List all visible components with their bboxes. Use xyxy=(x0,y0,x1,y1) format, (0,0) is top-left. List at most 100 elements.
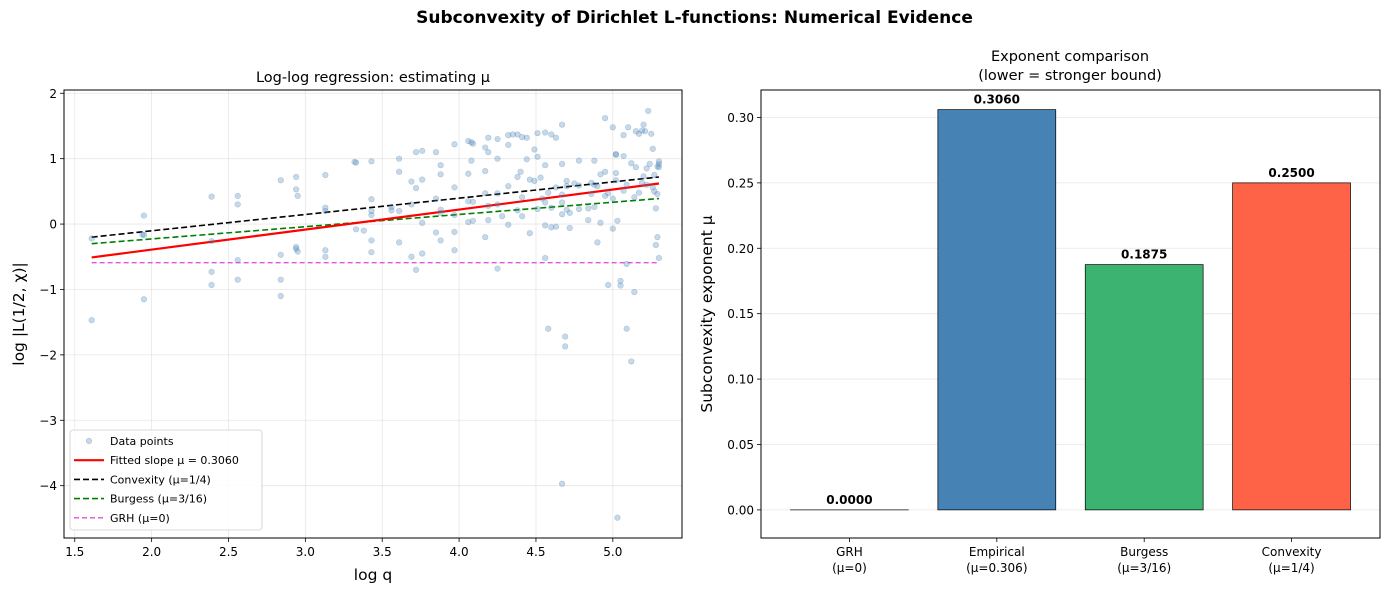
data-point xyxy=(597,219,604,226)
data-point xyxy=(631,288,638,296)
data-point xyxy=(437,162,444,169)
data-point xyxy=(396,168,403,175)
data-point xyxy=(539,195,546,202)
data-point xyxy=(654,163,661,170)
data-point xyxy=(537,174,544,181)
data-point xyxy=(482,190,489,197)
x-tick-label: 4.5 xyxy=(526,545,545,559)
data-point xyxy=(617,277,624,285)
data-point xyxy=(655,254,663,262)
data-point xyxy=(609,225,616,232)
data-point xyxy=(651,171,658,179)
data-point xyxy=(293,173,300,181)
data-point xyxy=(485,202,492,209)
data-point xyxy=(494,265,501,272)
data-point xyxy=(419,250,426,257)
data-point xyxy=(368,237,375,244)
data-point xyxy=(88,235,95,242)
y-tick-label: −1 xyxy=(39,283,57,297)
y-tick-label: 2 xyxy=(49,87,57,101)
data-point xyxy=(234,276,241,283)
data-point xyxy=(322,171,329,179)
data-point xyxy=(451,184,458,191)
data-point xyxy=(575,205,583,213)
data-point xyxy=(277,276,284,283)
scatter-title: Log-log regression: estimating μ xyxy=(256,70,490,86)
data-point xyxy=(523,134,530,141)
data-point xyxy=(651,188,658,195)
data-point xyxy=(408,201,415,208)
data-point xyxy=(293,186,300,193)
bar-title-line2: (lower = stronger bound) xyxy=(978,68,1162,84)
bar-burgess xyxy=(1084,264,1204,511)
data-point xyxy=(643,181,650,188)
scatter-y-ticks: 2 1 0 −1 −2 −3 −4 xyxy=(39,87,64,493)
x-tick-label: 3.0 xyxy=(296,545,315,559)
data-point xyxy=(558,480,566,487)
data-point xyxy=(542,162,549,169)
data-point xyxy=(628,358,635,365)
data-point xyxy=(468,139,475,146)
data-point xyxy=(652,241,659,249)
data-point xyxy=(623,260,630,268)
data-point xyxy=(605,281,612,288)
data-point xyxy=(649,145,656,152)
x-tick-sublabel-empirical: (μ=0.306) xyxy=(966,561,1027,575)
data-point xyxy=(575,182,583,189)
data-point xyxy=(632,128,639,135)
x-tick-label-grh: GRH xyxy=(836,545,863,559)
data-point xyxy=(322,204,329,211)
data-point xyxy=(623,181,630,188)
data-point xyxy=(612,177,619,184)
data-point xyxy=(594,183,601,190)
data-point xyxy=(494,190,501,197)
y-tick-label: 0 xyxy=(49,218,57,232)
data-point xyxy=(322,253,329,260)
bar-x-ticks: GRH (μ=0) Empirical (μ=0.306) Burgess (μ=3/16… xyxy=(832,538,1321,575)
data-point xyxy=(514,173,521,181)
data-point xyxy=(485,149,492,156)
data-point xyxy=(588,190,595,198)
data-point xyxy=(469,217,477,224)
data-point xyxy=(542,129,549,136)
data-point xyxy=(545,325,552,332)
y-tick-label: −4 xyxy=(39,479,57,493)
data-point xyxy=(602,168,609,175)
data-point xyxy=(294,248,301,255)
data-point xyxy=(654,190,661,198)
bar-convexity xyxy=(1232,182,1351,511)
data-point xyxy=(558,160,566,168)
data-point xyxy=(368,196,375,203)
data-point xyxy=(545,189,552,196)
y-tick-label: 1 xyxy=(49,152,57,166)
data-point xyxy=(566,209,573,217)
x-tick-sublabel-grh: (μ=0) xyxy=(832,561,867,575)
legend-marker-data-points xyxy=(85,437,93,445)
data-point xyxy=(519,194,526,201)
data-point xyxy=(234,256,241,264)
data-point xyxy=(465,219,472,226)
data-point xyxy=(646,160,653,168)
data-point xyxy=(548,224,555,231)
data-point xyxy=(563,177,570,185)
bar-value-label-burgess: 0.1875 xyxy=(1121,248,1167,262)
data-point xyxy=(396,155,403,162)
x-tick-sublabel-convexity: (μ=1/4) xyxy=(1268,561,1314,575)
data-point xyxy=(591,157,598,164)
fitted-slope-line xyxy=(91,182,660,259)
bar-empirical xyxy=(937,109,1057,511)
legend-box xyxy=(69,429,263,531)
data-point xyxy=(494,135,501,143)
bar-value-label-grh: 0.0000 xyxy=(826,493,872,507)
data-point xyxy=(482,167,489,175)
data-point xyxy=(632,164,639,171)
data-point xyxy=(408,253,415,260)
data-point xyxy=(140,232,148,239)
data-point xyxy=(482,234,489,241)
data-point xyxy=(234,192,241,200)
scatter-x-label: log q xyxy=(354,566,392,584)
bar-title-line1: Exponent comparison xyxy=(991,49,1149,65)
data-point xyxy=(566,224,573,232)
data-point xyxy=(548,204,555,211)
